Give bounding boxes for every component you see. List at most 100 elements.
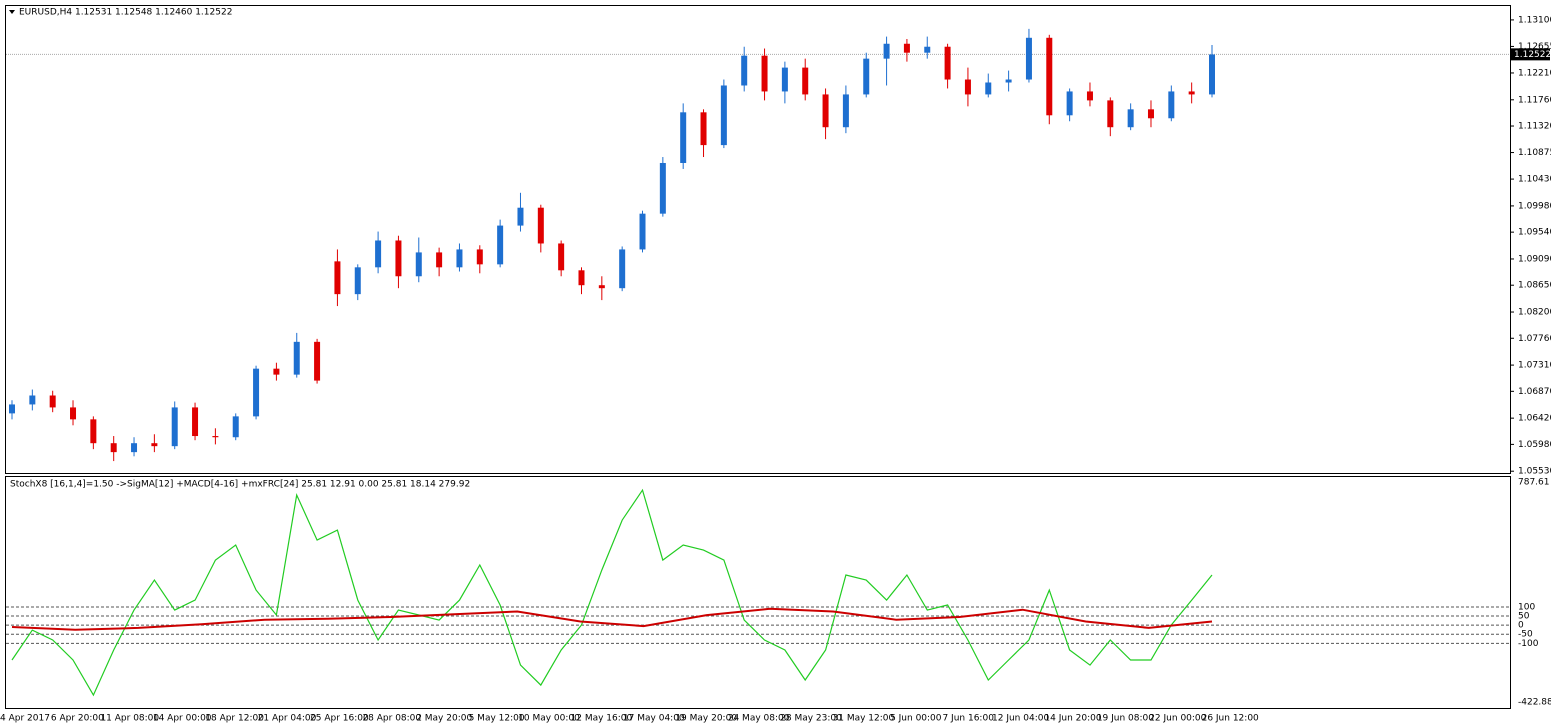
x-tick-label: 28 May 23:00 (780, 714, 842, 724)
y-tick-label: 1.07760 (1518, 334, 1551, 344)
x-tick-label: 6 Apr 20:00 (51, 714, 104, 724)
candle-body (924, 46, 931, 53)
candle-body (659, 162, 666, 214)
level-label: -100 (1518, 639, 1539, 649)
candle-body (1066, 91, 1073, 116)
x-tick-label: 12 May 16:00 (571, 714, 633, 724)
y-tick-label: 1.08650 (1518, 281, 1551, 291)
candle-body (842, 94, 849, 128)
x-tick-label: 26 Jun 12:00 (1202, 714, 1259, 724)
x-tick-label: 5 May 12:00 (469, 714, 525, 724)
candle-body (110, 443, 117, 453)
candle-body (944, 46, 951, 80)
x-tick-label: 19 May 20:00 (675, 714, 737, 724)
candle-body (619, 249, 626, 289)
y-tick-label: 1.06870 (1518, 387, 1551, 397)
candle-body (517, 207, 524, 226)
candle-body (822, 94, 829, 128)
x-tick-label: 14 Apr 00:00 (153, 714, 212, 724)
candle-body (314, 341, 321, 381)
candle-body (497, 225, 504, 265)
candle-body (781, 67, 788, 92)
candle-body (171, 407, 178, 447)
price-panel (5, 5, 1511, 474)
candle-body (802, 67, 809, 95)
candle-body (1188, 91, 1195, 95)
y-max-label: 787.61 (1518, 478, 1550, 488)
y-tick-label: 1.07310 (1518, 361, 1551, 371)
candle-body (1046, 37, 1053, 116)
candle-body (863, 58, 870, 95)
y-tick-label: 1.13100 (1518, 15, 1551, 25)
y-tick-label: 1.09090 (1518, 254, 1551, 264)
level-label: 50 (1518, 612, 1530, 622)
x-tick-label: 4 Apr 2017 (0, 714, 50, 724)
candle-body (598, 285, 605, 289)
y-tick-label: 1.09540 (1518, 228, 1551, 238)
y-tick-label: 1.10430 (1518, 175, 1551, 185)
y-tick-label: 1.05980 (1518, 440, 1551, 450)
level-label: 0 (1518, 621, 1524, 631)
candle-body (456, 249, 463, 268)
candle-body (578, 270, 585, 286)
x-tick-label: 14 Jun 20:00 (1044, 714, 1101, 724)
menu-arrow[interactable] (9, 10, 15, 14)
x-tick-label: 31 May 12:00 (833, 714, 895, 724)
candle-body (273, 368, 280, 375)
x-tick-label: 28 Apr 08:00 (362, 714, 421, 724)
x-tick-label: 19 Jun 08:00 (1097, 714, 1154, 724)
candle-body (985, 82, 992, 95)
candle-body (49, 395, 56, 408)
y-tick-label: 1.10875 (1518, 148, 1551, 158)
x-tick-label: 2 May 20:00 (416, 714, 472, 724)
x-tick-label: 24 May 08:00 (728, 714, 790, 724)
candle-body (192, 407, 199, 437)
x-tick-label: 12 Jun 04:00 (992, 714, 1049, 724)
candle-body (293, 341, 300, 375)
candle-body (1209, 54, 1215, 95)
candle-body (700, 112, 707, 146)
candle-body (334, 261, 341, 295)
candle-body (1107, 100, 1114, 128)
candle-body (70, 407, 77, 420)
y-tick-label: 1.12655 (1518, 42, 1551, 52)
y-tick-label: 1.12210 (1518, 68, 1551, 78)
indicator-title: StochX8 [16,1,4]=1.50 ->SigMA[12] +MACD[… (10, 480, 470, 490)
x-tick-label: 7 Jun 16:00 (942, 714, 994, 724)
candle-body (1025, 37, 1032, 80)
y-tick-label: 1.08200 (1518, 308, 1551, 318)
y-tick-label: 1.09980 (1518, 201, 1551, 211)
candle-body (212, 436, 219, 438)
candle-body (90, 419, 97, 444)
candle-body (29, 395, 36, 405)
candle-body (883, 43, 890, 59)
candle-body (761, 55, 768, 92)
candle-body (741, 55, 748, 86)
candle-body (903, 43, 910, 53)
indicator-line (11, 488, 1213, 697)
y-tick-label: 1.06420 (1518, 414, 1551, 424)
x-tick-label: 25 Apr 16:00 (310, 714, 369, 724)
indicator-panel (5, 476, 1511, 709)
current-price-label: 1.12522 (1514, 50, 1551, 60)
candle-body (375, 240, 382, 268)
candle-body (415, 252, 422, 277)
indicator-line (11, 607, 1213, 631)
candle-body (964, 79, 971, 95)
x-tick-label: 11 Apr 08:00 (100, 714, 159, 724)
candle-body (1127, 109, 1134, 128)
candle-body (232, 416, 239, 438)
candle-body (680, 112, 687, 163)
chart-title: EURUSD,H4 1.12531 1.12548 1.12460 1.1252… (19, 8, 232, 18)
x-tick-label: 22 Jun 00:00 (1149, 714, 1206, 724)
current-price-box (1511, 48, 1550, 61)
candle-body (131, 443, 138, 453)
candle-body (151, 443, 158, 447)
candle-body (558, 243, 565, 271)
candle-body (395, 240, 402, 277)
y-tick-label: 1.05530 (1518, 467, 1551, 477)
y-tick-label: 1.11320 (1518, 122, 1551, 132)
candle-body (720, 85, 727, 146)
